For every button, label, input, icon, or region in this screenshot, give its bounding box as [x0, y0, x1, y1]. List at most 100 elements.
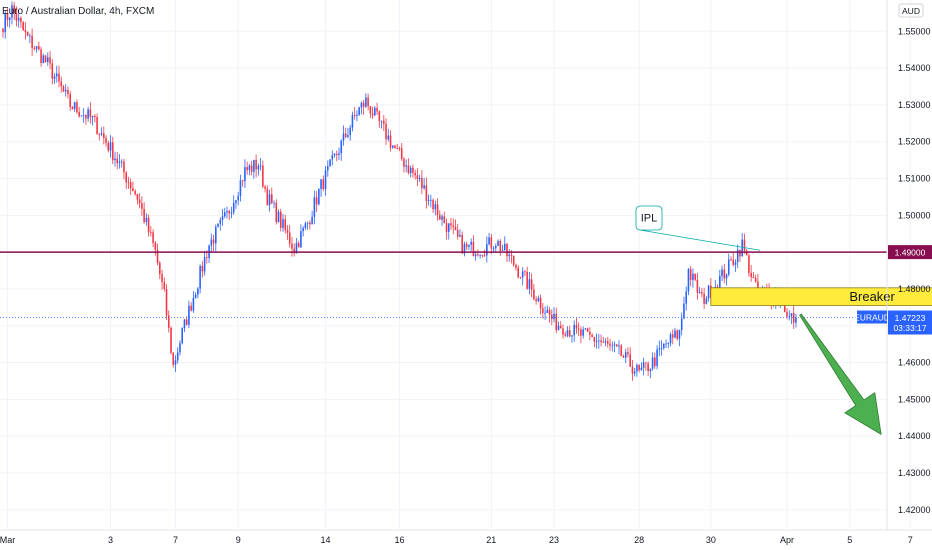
candle-body — [660, 348, 663, 349]
candle-body — [736, 250, 739, 263]
candle-body — [452, 225, 455, 227]
candle-body — [604, 341, 607, 343]
candle-body — [89, 109, 92, 118]
candle-body — [116, 158, 119, 164]
candle-body — [515, 264, 517, 268]
candle-body — [358, 107, 360, 115]
candle-body — [344, 133, 347, 137]
candle-body — [745, 250, 748, 256]
candle-body — [479, 254, 481, 256]
candle-body — [192, 297, 195, 311]
candle-body — [656, 349, 658, 367]
currency-badge[interactable]: AUD — [898, 3, 924, 18]
candle-body — [141, 203, 143, 209]
candle-body — [2, 28, 4, 33]
candle-body — [615, 344, 618, 347]
candle-body — [383, 120, 385, 124]
candle-body — [297, 243, 300, 248]
candle-body — [627, 352, 629, 355]
candle-body — [42, 55, 45, 63]
candle-body — [365, 97, 367, 107]
candle-body — [477, 254, 479, 256]
candle-body — [33, 48, 36, 49]
x-tick-label: 5 — [847, 535, 852, 545]
resistance-price-tag — [888, 245, 932, 260]
candle-body — [80, 115, 83, 117]
candle-body — [414, 172, 416, 176]
candle-body — [221, 216, 224, 220]
candle-body — [215, 226, 217, 244]
x-tick-label: Apr — [780, 535, 794, 545]
candle-body — [300, 231, 302, 248]
candle-body — [506, 243, 508, 257]
candle-body — [456, 229, 459, 237]
candle-body — [725, 274, 728, 279]
x-tick-label: 7 — [908, 535, 913, 545]
candle-body — [250, 165, 253, 172]
candle-body — [582, 329, 584, 336]
candle-body — [275, 202, 278, 223]
candle-body — [544, 312, 546, 314]
candle-body — [29, 35, 31, 37]
candle-body — [123, 161, 125, 173]
candle-body — [109, 142, 112, 151]
candle-body — [132, 188, 134, 192]
candle-body — [463, 244, 466, 254]
y-tick-label: 1.54000 — [898, 63, 931, 73]
candle-body — [553, 313, 555, 320]
candle-body — [167, 315, 170, 328]
candle-body — [461, 234, 463, 254]
candle-body — [268, 194, 271, 206]
candle-body — [103, 133, 105, 138]
candle-body — [320, 179, 322, 189]
candle-body — [649, 368, 652, 372]
candle-body — [331, 155, 334, 160]
candle-body — [306, 222, 309, 224]
x-tick-label: 30 — [706, 535, 716, 545]
candle-body — [362, 102, 365, 107]
candle-body — [190, 305, 192, 311]
candle-body — [259, 165, 262, 167]
candle-body — [678, 329, 681, 339]
symbol-tag-label: EURAUD — [854, 313, 890, 323]
candle-body — [134, 191, 136, 195]
y-tick-label: 1.50000 — [898, 210, 931, 220]
candle-body — [609, 343, 611, 346]
candle-body — [698, 292, 701, 293]
y-tick-label: 1.43000 — [898, 468, 931, 478]
candle-body — [85, 114, 87, 119]
candle-body — [548, 309, 551, 315]
candle-body — [752, 276, 755, 279]
x-tick-label: 21 — [486, 535, 496, 545]
candle-body — [591, 334, 593, 338]
candle-body — [228, 210, 231, 214]
candle-body — [71, 107, 74, 110]
candle-body — [669, 334, 672, 344]
candle-body — [430, 199, 432, 201]
candle-body — [380, 120, 383, 122]
candle-body — [432, 199, 434, 210]
candle-body — [349, 127, 351, 136]
x-tick-label: 28 — [634, 535, 644, 545]
candle-body — [618, 345, 620, 347]
candle-body — [6, 13, 9, 21]
candle-body — [741, 239, 743, 257]
candle-body — [288, 232, 291, 244]
candle-body — [324, 170, 327, 189]
time-axis[interactable]: Mar379141621232830Apr571113 — [0, 535, 932, 545]
candle-body — [633, 371, 636, 374]
candle-body — [575, 324, 578, 329]
x-tick-label: 9 — [236, 535, 241, 545]
candle-body — [542, 308, 544, 313]
candle-body — [790, 313, 793, 317]
candle-body — [680, 318, 683, 330]
candle-body — [78, 112, 80, 117]
candle-body — [786, 311, 788, 317]
last-price-tag — [888, 310, 932, 335]
candle-body — [304, 223, 307, 228]
x-tick-label: 23 — [549, 535, 559, 545]
candle-body — [335, 153, 338, 155]
candle-body — [651, 357, 654, 369]
candle-body — [418, 177, 421, 180]
